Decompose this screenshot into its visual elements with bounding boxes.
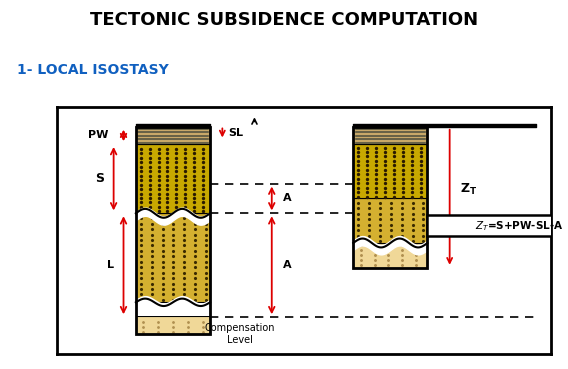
- Text: 1- LOCAL ISOSTASY: 1- LOCAL ISOSTASY: [17, 63, 169, 77]
- Text: TECTONIC SUBSIDENCE COMPUTATION: TECTONIC SUBSIDENCE COMPUTATION: [90, 11, 478, 29]
